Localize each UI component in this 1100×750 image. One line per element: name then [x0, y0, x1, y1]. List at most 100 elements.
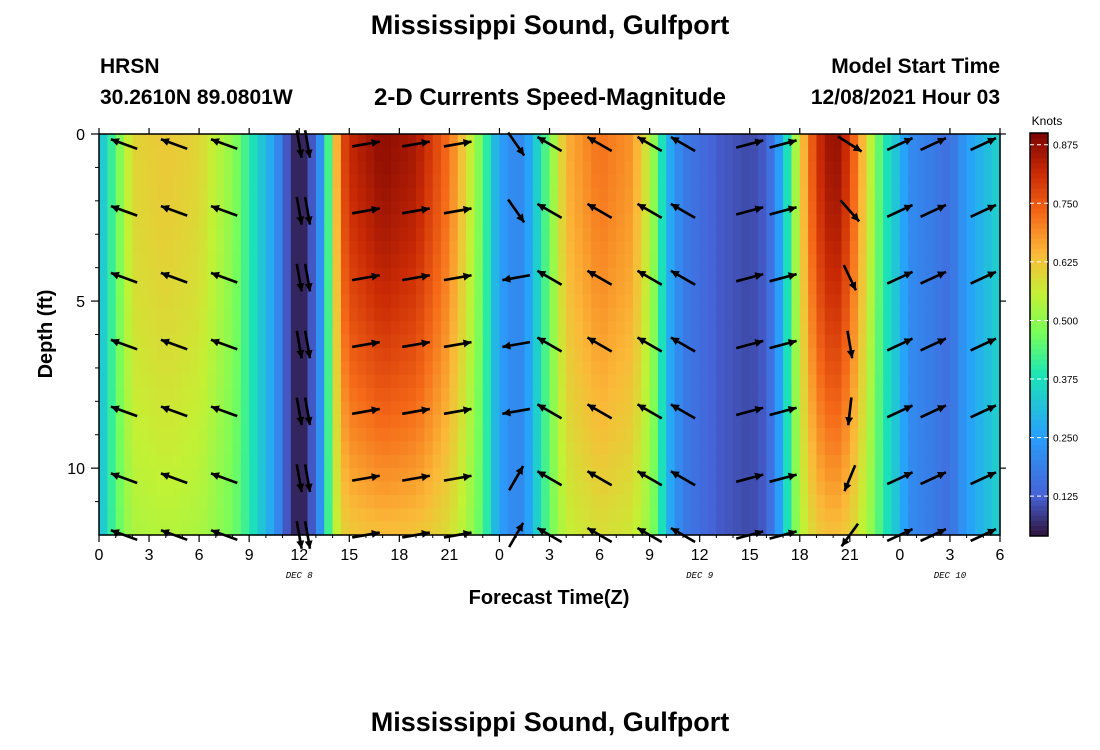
heatmap-cell	[716, 254, 726, 269]
colorbar-step	[1030, 208, 1048, 215]
heatmap-cell	[591, 441, 601, 456]
heatmap-cell	[232, 468, 242, 483]
heatmap-cell	[682, 160, 692, 175]
heatmap-cell	[933, 387, 943, 402]
heatmap-cell	[399, 441, 409, 456]
vector-arrow	[160, 138, 188, 151]
heatmap-cell	[165, 187, 175, 202]
heatmap-cell	[174, 227, 184, 242]
heatmap-cell	[749, 160, 759, 175]
heatmap-cell	[966, 254, 976, 269]
heatmap-cell	[574, 281, 584, 295]
heatmap-cell	[466, 227, 476, 242]
heatmap-cell	[232, 281, 242, 295]
heatmap-cell	[299, 240, 309, 255]
heatmap-cell	[199, 321, 209, 336]
heatmap-cell	[224, 134, 234, 148]
heatmap-cell	[891, 414, 901, 429]
heatmap-cell	[149, 214, 158, 229]
heatmap-cell	[933, 441, 943, 456]
heatmap-cell	[557, 294, 567, 309]
heatmap-cell	[407, 334, 417, 349]
heatmap-cell	[165, 494, 175, 509]
heatmap-cell	[733, 200, 742, 215]
heatmap-cell	[432, 441, 442, 456]
heatmap-cell	[416, 454, 425, 469]
heatmap-cell	[574, 294, 584, 309]
heatmap-cell	[482, 281, 492, 295]
heatmap-cell	[682, 134, 692, 148]
heatmap-cell	[808, 454, 818, 469]
heatmap-cell	[507, 227, 517, 242]
heatmap-cell	[182, 240, 192, 255]
heatmap-cell	[808, 441, 818, 456]
heatmap-cell	[983, 254, 993, 269]
heatmap-cell	[699, 227, 709, 242]
heatmap-cell	[182, 281, 192, 295]
heatmap-cell	[841, 428, 851, 443]
colorbar-step	[1030, 399, 1048, 406]
heatmap-cell	[974, 441, 984, 456]
heatmap-cell	[424, 481, 434, 496]
heatmap-cell	[274, 441, 284, 456]
heatmap-cell	[407, 174, 417, 189]
heatmap-cell	[716, 321, 726, 336]
heatmap-cell	[791, 294, 801, 309]
heatmap-cell	[808, 414, 818, 429]
heatmap-cell	[124, 307, 133, 322]
arrow-head	[587, 528, 597, 536]
heatmap-cell	[407, 361, 417, 376]
heatmap-cell	[624, 374, 634, 389]
heatmap-cell	[908, 361, 918, 376]
heatmap-cell	[657, 307, 667, 322]
vector-arrow	[970, 471, 997, 486]
heatmap-cell	[516, 281, 526, 295]
heatmap-cell	[991, 200, 1001, 215]
heatmap-cell	[365, 374, 375, 389]
arrow-head	[670, 203, 680, 212]
heatmap-cell	[733, 347, 742, 362]
vector-arrow	[735, 405, 764, 417]
heatmap-cell	[833, 227, 843, 242]
colorbar-step	[1030, 379, 1048, 386]
heatmap-cell	[783, 428, 793, 443]
heatmap-cell	[649, 414, 659, 429]
heatmap-cell	[808, 361, 818, 376]
heatmap-cell	[866, 468, 876, 483]
heatmap-cell	[883, 334, 893, 349]
heatmap-cell	[149, 428, 158, 443]
heatmap-cell	[441, 401, 450, 416]
heatmap-cell	[240, 468, 250, 483]
heatmap-cell	[182, 508, 192, 523]
arrow-head	[421, 205, 430, 214]
heatmap-cell	[199, 267, 209, 282]
heatmap-cell	[340, 508, 350, 523]
arrow-head	[160, 338, 170, 347]
heatmap-cell	[899, 281, 909, 295]
heatmap-cell	[908, 321, 918, 336]
heatmap-cell	[482, 254, 492, 269]
heatmap-cell	[265, 468, 275, 483]
heatmap-cell	[466, 441, 476, 456]
heatmap-cell	[466, 240, 476, 255]
vector-arrow	[160, 472, 188, 485]
vector-arrow	[443, 406, 472, 416]
heatmap-cell	[724, 508, 734, 523]
vector-arrow	[735, 472, 764, 484]
heatmap-cell	[149, 494, 158, 509]
heatmap-cell	[908, 334, 918, 349]
heatmap-cell	[457, 307, 467, 322]
heatmap-cell	[783, 294, 793, 309]
heatmap-cell	[549, 321, 559, 336]
heatmap-cell	[766, 254, 776, 269]
heatmap-cell	[958, 347, 968, 362]
heatmap-cell	[641, 147, 651, 162]
heatmap-cell	[199, 294, 209, 309]
heatmap-cell	[332, 200, 342, 215]
heatmap-cell	[124, 521, 133, 536]
heatmap-cell	[516, 294, 526, 309]
heatmap-cell	[399, 294, 409, 309]
arrow-head	[304, 149, 313, 158]
heatmap-cell	[240, 134, 250, 148]
heatmap-cell	[132, 307, 142, 322]
